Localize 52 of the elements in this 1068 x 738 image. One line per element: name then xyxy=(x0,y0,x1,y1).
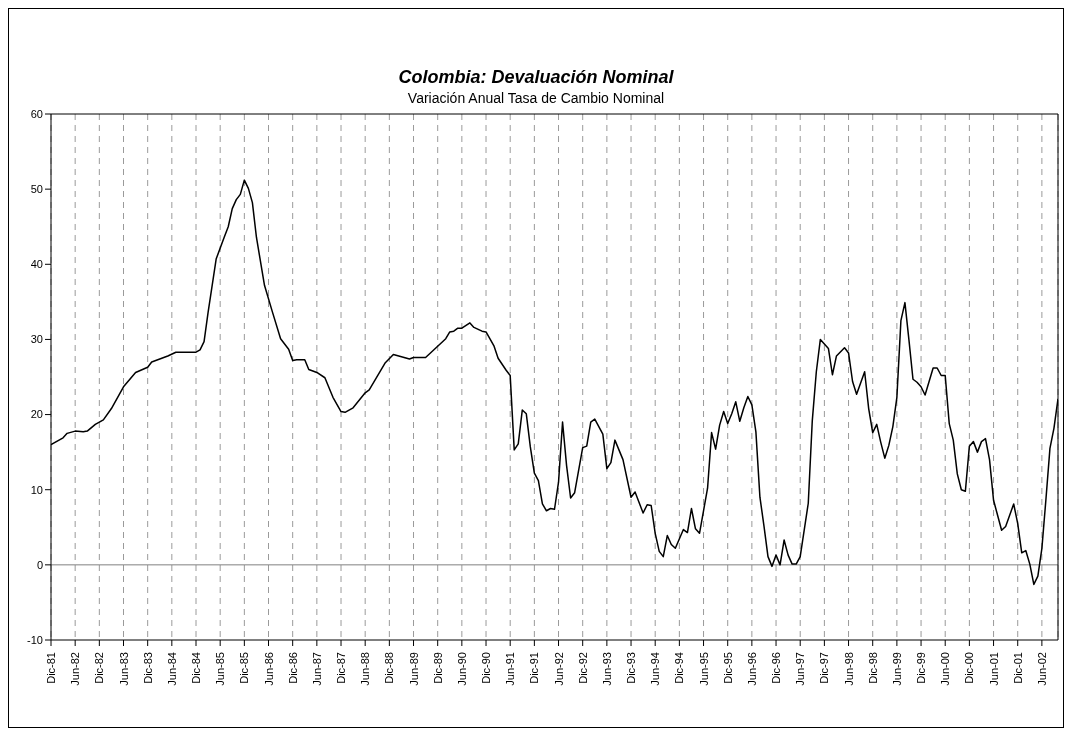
x-tick-label: Dic-83 xyxy=(141,652,154,684)
x-tick-label: Jun-85 xyxy=(214,652,227,686)
x-tick-label: Dic-99 xyxy=(915,652,928,684)
x-tick-label: Jun-95 xyxy=(697,652,710,686)
x-tick-label: Jun-86 xyxy=(262,652,275,686)
x-tick-label: Dic-81 xyxy=(45,652,57,684)
y-tick-label: -10 xyxy=(27,633,43,646)
x-tick-label: Jun-99 xyxy=(890,652,903,686)
x-tick-label: Jun-97 xyxy=(794,652,807,686)
y-tick-label: 20 xyxy=(30,408,43,421)
x-tick-label: Dic-97 xyxy=(818,652,831,684)
x-tick-label: Dic-00 xyxy=(963,652,976,684)
x-tick-label: Dic-92 xyxy=(576,652,589,684)
chart-title: Colombia: Devaluación Nominal xyxy=(397,67,675,88)
x-tick-label: Jun-88 xyxy=(359,652,372,686)
x-tick-label: Jun-91 xyxy=(504,652,517,686)
x-tick-label: Dic-88 xyxy=(383,652,396,684)
y-tick-label: 60 xyxy=(30,107,43,120)
x-tick-label: Jun-92 xyxy=(552,652,565,686)
x-tick-label: Jun-93 xyxy=(600,652,613,686)
x-tick-label: Jun-83 xyxy=(117,652,130,686)
y-tick-label: 0 xyxy=(36,558,43,571)
x-tick-label: Jun-89 xyxy=(407,652,420,686)
x-tick-label: Jun-87 xyxy=(310,652,323,686)
x-tick-label: Dic-96 xyxy=(770,652,783,684)
x-tick-label: Jun-82 xyxy=(69,652,82,686)
y-tick-label: 30 xyxy=(30,333,43,346)
x-tick-label: Jun-98 xyxy=(842,652,855,686)
x-tick-label: Dic-94 xyxy=(673,652,686,684)
x-tick-label: Jun-84 xyxy=(165,652,178,686)
x-tick-label: Jun-01 xyxy=(987,652,1000,686)
x-tick-label: Dic-90 xyxy=(480,652,493,684)
x-tick-label: Jun-90 xyxy=(455,652,468,686)
x-tick-label: Jun-94 xyxy=(649,652,662,686)
y-tick-label: 10 xyxy=(30,483,43,496)
x-tick-label: Dic-91 xyxy=(528,652,541,684)
chart-subtitle: Variación Anual Tasa de Cambio Nominal xyxy=(406,90,666,106)
x-tick-label: Jun-96 xyxy=(745,652,758,686)
y-tick-label: 40 xyxy=(30,258,43,271)
x-tick-label: Dic-93 xyxy=(625,652,638,684)
x-tick-label: Dic-89 xyxy=(431,652,444,684)
x-tick-label: Dic-86 xyxy=(286,652,299,684)
x-tick-label: Dic-82 xyxy=(93,652,106,684)
x-tick-label: Dic-84 xyxy=(190,652,203,684)
x-tick-label: Dic-01 xyxy=(1011,652,1024,684)
x-tick-label: Jun-00 xyxy=(939,652,952,686)
x-tick-label: Dic-85 xyxy=(238,652,251,684)
x-tick-label: Jun-02 xyxy=(1035,652,1048,686)
x-tick-label: Dic-98 xyxy=(866,652,879,684)
x-tick-label: Dic-95 xyxy=(721,652,734,684)
x-tick-label: Dic-87 xyxy=(335,652,348,684)
y-tick-label: 50 xyxy=(30,183,43,196)
